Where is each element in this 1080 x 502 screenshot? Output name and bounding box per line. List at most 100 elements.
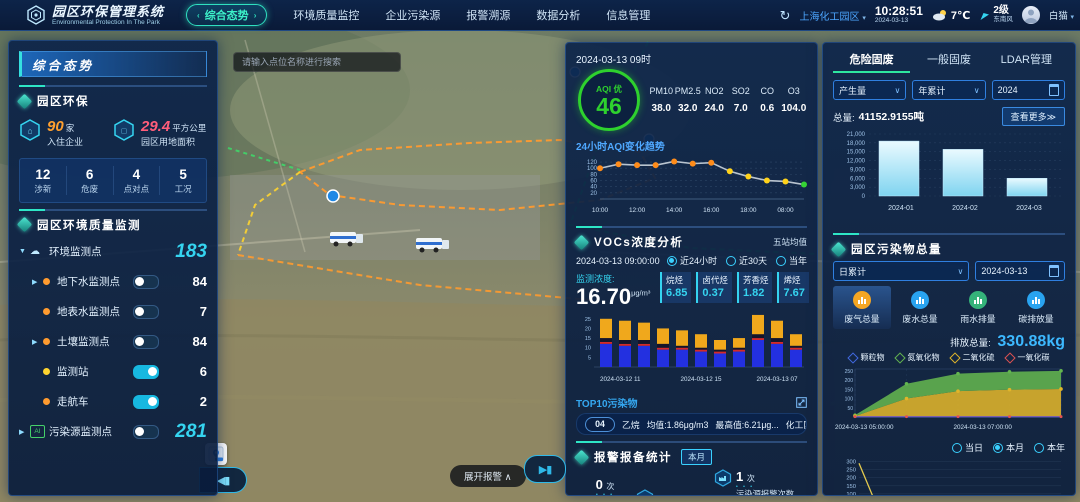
dots-decor [576, 493, 634, 495]
nav-tab-报警溯源[interactable]: 报警溯源 [466, 10, 511, 22]
layer-toggle[interactable] [133, 364, 159, 379]
vocs-chip-烯烃: 烯烃 7.67 [777, 272, 809, 304]
pollutant-tab-label: 雨水排量 [960, 314, 996, 324]
nav-tab-企业污染源[interactable]: 企业污染源 [385, 10, 441, 22]
air-quality-panel: 2024-03-13 09时 AQI 优 46 PM10 PM2.5 NO2 SO2 C… [565, 42, 818, 496]
nav-tab-数据分析[interactable]: 数据分析 [536, 10, 581, 22]
svg-text:100: 100 [846, 492, 856, 496]
aqi-trend-title: 24小时AQI变化趋势 [576, 142, 665, 153]
trend-range-本年[interactable]: 本年 [1033, 441, 1065, 454]
toggle-knob [135, 336, 144, 346]
tree-item-污染源监测点[interactable]: ▶ AI 污染源监测点 281 [19, 417, 207, 447]
chevron-right-icon[interactable]: ▶ [32, 338, 38, 346]
divider [19, 85, 207, 87]
pollutant-date-picker[interactable]: 2024-03-13 [975, 261, 1065, 281]
svg-text:250: 250 [845, 369, 854, 375]
chip-value: 1.82 [742, 287, 765, 300]
aqi-value: 46 [596, 92, 622, 119]
expand-alarm-button[interactable]: 展开报警 ∧ [450, 465, 526, 487]
svg-text:18:00: 18:00 [740, 207, 757, 214]
top10-marquee[interactable]: 04 乙烷 均值:1.86μg/m3 最高值:6.21μg... 化工区东部园.… [576, 413, 807, 436]
chip-name: 芳香烃 [742, 275, 769, 285]
layer-toggle[interactable] [133, 334, 159, 349]
refresh-icon[interactable]: ↻ [779, 7, 791, 23]
avatar[interactable] [1021, 6, 1040, 24]
station-icon [636, 489, 654, 495]
layer-toggle[interactable] [133, 394, 159, 409]
tree-item-地下水监测点[interactable]: ▶ 地下水监测点 84 [19, 267, 207, 297]
vocs-range-当年[interactable]: 当年 [775, 254, 807, 267]
layer-toggle[interactable] [133, 304, 159, 319]
nav-tab-综合态势[interactable]: ‹ 综合态势 › [186, 4, 268, 26]
map-search-input[interactable] [233, 52, 401, 72]
layer-toggle[interactable] [133, 424, 159, 439]
alarm-period-badge[interactable]: 本月 [681, 449, 713, 466]
tree-item-地表水监测点[interactable]: 地表水监测点 7 [19, 297, 207, 327]
weather: 7℃ [932, 9, 970, 22]
tree-item-label: 土壤监测点 [57, 336, 110, 349]
waste-total-label: 总量: [833, 112, 855, 124]
divider [19, 208, 207, 211]
top10-avg: 均值:1.86μg/m3 [646, 419, 709, 430]
layer-toggle[interactable] [133, 274, 159, 289]
tree-item-监测站[interactable]: 监测站 6 [19, 357, 207, 387]
logo-icon [27, 5, 45, 25]
pollutant-tab-label: 碳排放量 [1018, 314, 1054, 324]
counter-点对点[interactable]: 4 点对点 [114, 166, 161, 195]
waste-tab-危险固废[interactable]: 危险固废 [833, 51, 911, 73]
counter-危废[interactable]: 6 危废 [67, 166, 114, 195]
vocs-range-近24小时[interactable]: 近24小时 [666, 254, 717, 267]
svg-text:3,000: 3,000 [850, 185, 866, 191]
vocs-chips: 烷烃 6.85 卤代烃 0.37 芳香烃 1.82 烯烃 7.67 [660, 272, 809, 304]
pollutant-value: 0.6 [760, 103, 775, 114]
counter-label: 涉新 [34, 183, 52, 194]
waste-type-select[interactable]: 产生量 [833, 80, 907, 100]
stat-unit: 平方公里 [172, 123, 207, 133]
waste-period-select[interactable]: 年累计 [912, 80, 986, 100]
legend-marker [948, 351, 961, 364]
svg-text:6,000: 6,000 [850, 176, 866, 182]
pollutant-tab-碳排放量[interactable]: 碳排放量 [1007, 286, 1065, 329]
aqi-gauge: AQI 优 46 [578, 69, 640, 131]
tree-item-count: 281 [175, 420, 207, 442]
wind-arrow-icon [980, 12, 990, 20]
waste-year-picker[interactable]: 2024 [991, 80, 1065, 100]
region-select[interactable]: 上海化工园区 ▾ [799, 11, 866, 23]
tree-item-走航车[interactable]: 走航车 2 [19, 387, 207, 417]
nav-tab-信息管理[interactable]: 信息管理 [606, 10, 651, 22]
counter-工况[interactable]: 5 工况 [160, 166, 206, 195]
trend-range-当日[interactable]: 当日 [951, 441, 983, 454]
pollutant-name: SO2 [731, 86, 750, 96]
svg-text:21,000: 21,000 [847, 132, 866, 138]
tree-item-土壤监测点[interactable]: ▶ 土壤监测点 84 [19, 327, 207, 357]
pollutant-tab-雨水排量[interactable]: 雨水排量 [949, 286, 1007, 329]
chevron-right-icon[interactable]: ▶ [32, 278, 38, 286]
status-dot [43, 338, 50, 346]
counter-涉新[interactable]: 12 涉新 [20, 166, 67, 195]
expand-icon[interactable] [796, 397, 807, 408]
user-menu[interactable]: 白猫 ▾ [1048, 11, 1074, 22]
chevron-right-icon[interactable]: ▶ [19, 428, 25, 436]
legend-marker [893, 351, 906, 364]
pollutant-period-select[interactable]: 日累计 [833, 261, 970, 281]
tree-item-环境监测点[interactable]: ▼ ☁ 环境监测点 183 [19, 237, 207, 267]
vocs-range-近30天[interactable]: 近30天 [725, 254, 767, 267]
monitor-truck[interactable] [416, 238, 449, 253]
chevron-down-icon[interactable]: ▼ [19, 248, 26, 256]
vocs-note: 五站均值 [772, 237, 807, 247]
play-pause-button[interactable] [524, 455, 566, 483]
alarm-diagram: 0 次 站点报警次数 1 次 污染源报警次数 328 次 企业异常情况报备 2 … [576, 469, 807, 495]
stat-value-row: 90 家 [47, 117, 83, 137]
pollutant-tab-废气总量[interactable]: 废气总量 [833, 286, 891, 329]
waste-tab-LDAR管理[interactable]: LDAR管理 [1000, 54, 1052, 66]
nav-tab-环境质量监控[interactable]: 环境质量监控 [293, 10, 360, 22]
pollutant-tab-废水总量[interactable]: 废水总量 [891, 286, 949, 329]
trend-range-本月[interactable]: 本月 [992, 441, 1024, 454]
waste-tab-一般固废[interactable]: 一般固废 [926, 54, 971, 66]
radio-icon [951, 442, 962, 453]
view-more-button[interactable]: 查看更多≫ [1001, 107, 1065, 126]
svg-text:80: 80 [590, 172, 597, 178]
monitor-truck[interactable] [330, 232, 363, 247]
pollutant-tab-icon [911, 291, 929, 309]
map-pin[interactable] [326, 189, 340, 203]
